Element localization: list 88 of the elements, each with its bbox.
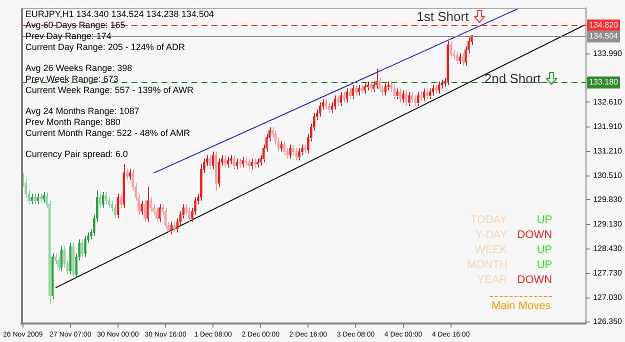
candlestick [188,207,190,222]
candlestick [81,238,84,258]
y-tick-label: 131.910 [593,122,623,131]
candlestick [248,158,250,170]
candlestick [342,92,345,104]
candlestick [30,193,33,205]
candlestick [256,158,259,168]
ref-line-label: 134.820 [589,20,619,30]
candlestick [378,77,381,93]
candlestick [250,158,253,170]
annotation: Prev Day Range: 174 [25,30,112,42]
candlestick [34,193,36,205]
candlestick [396,88,398,100]
annotation: Avg 24 Months Range: 1087 [25,106,140,117]
candlestick [462,52,464,66]
annotation: UP [536,214,552,226]
y-tick-label: 129.830 [593,194,623,204]
candlestick [352,84,354,100]
candlestick [36,193,39,205]
candlestick [236,158,238,170]
ref-line-label: 133.180 [589,78,619,87]
annotation: 1st Short [416,9,469,24]
annotation: DOWN [517,228,552,241]
candlestick [40,193,42,204]
candlestick [128,168,131,180]
candlestick [399,88,402,104]
y-tick-label: 130.510 [593,171,623,180]
candlestick [295,148,298,161]
candlestick [411,92,414,104]
candlestick [254,158,256,168]
annotation: MONTH [466,258,508,271]
candlestick [99,193,102,208]
candlestick [417,92,420,107]
candlestick [348,88,351,100]
candlestick [150,196,152,212]
annotation: DOWN [517,274,552,286]
candlestick [458,52,461,64]
annotation: UP [536,258,552,271]
y-tick-label: 127.730 [593,268,623,278]
candlestick [393,84,396,100]
candlestick [366,80,369,91]
candlestick [298,148,300,161]
annotation: TODAY [469,214,508,226]
candlestick [238,158,241,168]
candlestick [405,90,408,107]
annotation: 2nd Short [484,70,541,86]
candlestick [364,82,366,94]
candlestick [84,235,86,258]
candlestick [354,84,357,96]
candlestick [140,200,143,216]
chart-title: EURJPY,H1 134.340 134.524 134.238 134.504 [25,8,214,20]
y-tick-label: 131.210 [593,146,623,156]
y-tick-label: 128.430 [593,244,623,254]
annotation: Current Month Range: 522 - 48% of AMR [25,128,191,139]
candlestick [232,154,236,170]
candlestick [402,90,404,104]
candlestick [414,95,416,107]
y-tick-label: 133.990 [593,48,623,58]
annotation: UP [536,244,552,256]
candlestick [244,156,247,166]
annotation: Current Day Range: 205 - 124% of ADR [25,42,186,53]
annotation: Avg 26 Weeks Range: 398 [25,62,134,74]
candlestick [408,92,410,107]
candlestick [340,92,342,107]
annotation: Current Week Range: 557 - 139% of AWR [25,84,194,96]
y-tick-label: 127.030 [593,293,623,302]
y-tick-label: 129.130 [593,220,623,228]
annotation: Prev Month Range: 880 [25,116,122,128]
candlestick [242,156,244,168]
annotation: Prev Week Range: 673 [25,74,120,85]
candlestick [450,40,452,58]
annotation: Y-DAY [474,228,508,241]
y-tick-label: 132.610 [593,97,623,106]
candlestick [57,256,60,272]
annotation: Main Moves [490,296,552,312]
candlestick [289,144,292,160]
annotation: WEEK [474,244,508,256]
candlestick [446,40,450,86]
annotation: Currency Pair spread: 6.0 [25,148,129,160]
candlestick [358,84,360,96]
candlestick [42,192,45,204]
candlestick [144,200,146,222]
candlestick [346,88,348,104]
ref-line-label: 134.504 [589,32,619,41]
candlestick [146,186,149,222]
annotation: YEAR [476,274,508,286]
candlestick [456,51,458,64]
y-tick-label: 126.350 [593,317,623,326]
